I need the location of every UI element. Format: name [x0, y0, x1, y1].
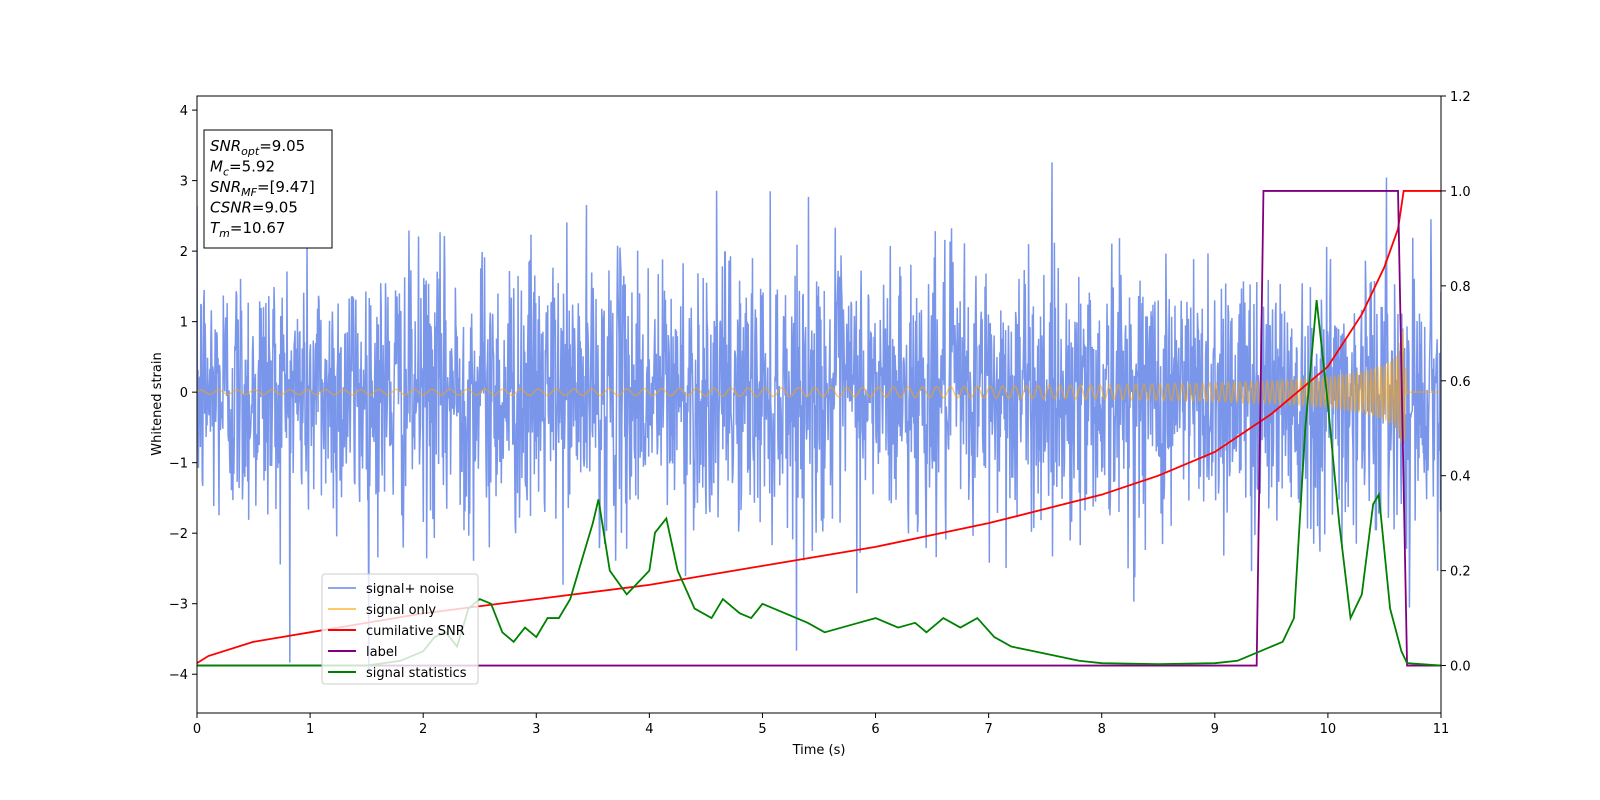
annotation-value-2: =[9.47] — [257, 178, 315, 196]
x-axis: 0 1 2 3 4 5 6 7 8 9 10 11 — [193, 713, 1449, 737]
annotation-value-3: =9.05 — [252, 199, 298, 217]
y-axis-right: 0.0 0.2 0.4 0.6 0.8 1.0 1.2 — [1441, 90, 1471, 675]
annotation-line-0: SNRopt=9.05 — [210, 137, 305, 158]
y-left-tick-label-0: −4 — [169, 668, 188, 683]
annotation-value-1: =5.92 — [229, 158, 275, 176]
annotation-var-4: T — [210, 219, 221, 237]
annotation-sub-4: m — [219, 227, 230, 240]
annotation-var-2: SNR — [210, 178, 241, 196]
annotation-line-2: SNRMF=[9.47] — [210, 178, 315, 199]
legend-label-signal-only: signal only — [366, 603, 436, 618]
x-tick-label-0: 0 — [193, 722, 201, 737]
y-right-tick-label-5: 1.0 — [1450, 185, 1471, 200]
signal-noise-line — [197, 162, 1441, 674]
legend-label-cumilative-snr: cumilative SNR — [366, 624, 465, 639]
annotation-line-4: Tm=10.67 — [210, 219, 285, 240]
stats-annotation-box: SNRopt=9.05Mc=5.92SNRMF=[9.47]CSNR=9.05T… — [203, 129, 333, 249]
x-tick-label-2: 2 — [419, 722, 427, 737]
legend-label-signal-noise: signal+ noise — [366, 582, 454, 597]
signal-statistics-line — [197, 299, 1441, 667]
y-axis-label: Whitened strain — [150, 352, 165, 455]
series-signal-only — [197, 331, 1441, 444]
y-left-tick-label-4: 0 — [180, 386, 188, 401]
annotation-var-0: SNR — [210, 137, 241, 155]
y-left-tick-label-1: −3 — [169, 598, 188, 613]
y-left-tick-label-6: 2 — [180, 245, 188, 260]
y-axis-left: −4 −3 −2 −1 0 1 2 3 4 — [169, 104, 197, 683]
x-tick-label-11: 11 — [1433, 722, 1450, 737]
label-line — [197, 190, 1441, 667]
annotation-value-4: =10.67 — [230, 219, 286, 237]
x-tick-label-10: 10 — [1320, 722, 1337, 737]
x-tick-label-3: 3 — [532, 722, 540, 737]
legend: signal+ noise signal only cumilative SNR la… — [321, 573, 479, 685]
signal-only-line — [197, 331, 1441, 444]
y-right-tick-label-0: 0.0 — [1450, 660, 1471, 675]
y-left-tick-label-5: 1 — [180, 316, 188, 331]
annotation-var-3: CSNR — [210, 199, 252, 217]
annotation-line-1: Mc=5.92 — [210, 158, 275, 179]
annotation-sub-2: MF — [241, 186, 257, 199]
legend-label-signal-statistics: signal statistics — [366, 666, 467, 681]
x-tick-label-5: 5 — [758, 722, 766, 737]
annotation-sub-0: opt — [241, 145, 260, 158]
x-tick-label-9: 9 — [1211, 722, 1219, 737]
annotation-line-3: CSNR=9.05 — [210, 199, 298, 217]
y-left-tick-label-2: −2 — [169, 527, 188, 542]
y-left-tick-label-8: 4 — [180, 104, 188, 119]
annotation-frame — [203, 129, 333, 249]
plot-frame — [196, 95, 1442, 714]
annotation-value-0: =9.05 — [259, 137, 305, 155]
y-right-tick-label-6: 1.2 — [1450, 90, 1471, 105]
legend-frame — [321, 573, 479, 685]
x-tick-label-7: 7 — [984, 722, 992, 737]
x-tick-label-8: 8 — [1098, 722, 1106, 737]
annotation-sub-1: c — [223, 166, 229, 179]
y-right-tick-label-2: 0.4 — [1450, 470, 1471, 485]
y-left-tick-label-7: 3 — [180, 175, 188, 190]
series-signal-noise — [197, 162, 1441, 674]
x-tick-label-4: 4 — [645, 722, 653, 737]
y-right-tick-label-3: 0.6 — [1450, 375, 1471, 390]
x-tick-label-6: 6 — [871, 722, 879, 737]
x-tick-label-1: 1 — [306, 722, 314, 737]
y-left-tick-label-3: −1 — [169, 457, 188, 472]
legend-label-label: label — [366, 645, 397, 660]
y-right-tick-label-4: 0.8 — [1450, 280, 1471, 295]
y-right-tick-label-1: 0.2 — [1450, 565, 1471, 580]
x-axis-label: Time (s) — [792, 743, 846, 758]
annotation-var-1: M — [210, 158, 223, 176]
